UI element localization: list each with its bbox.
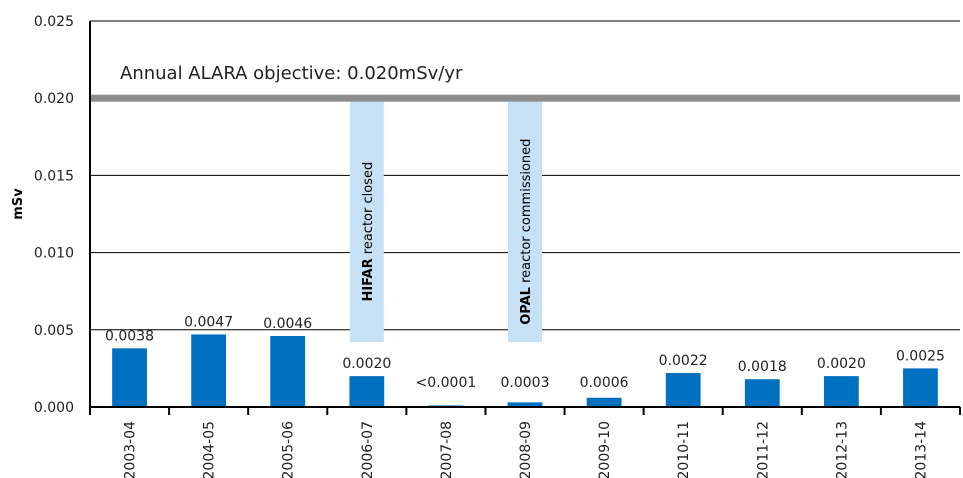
event-label-bold: HIFAR: [361, 258, 376, 301]
bar-2003-04: [112, 348, 147, 407]
x-tick-label: 2012-13: [834, 421, 850, 478]
y-tick-label: 0.020: [34, 91, 74, 107]
alara-objective-line: [90, 94, 960, 102]
bar-2008-09: [507, 402, 543, 407]
data-label: 0.0022: [659, 353, 708, 369]
data-label: 0.0025: [896, 348, 945, 364]
data-label: 0.0046: [263, 316, 312, 332]
bar-2009-10: [586, 397, 622, 407]
data-labels: 0.0038 0.0047 0.0046 0.0020 <0.0001 0.0003 0.0…: [105, 314, 945, 391]
event-label: HIFAR reactor closed: [361, 162, 376, 302]
x-tick-label: 2004-05: [202, 421, 218, 478]
bar-2006-07: [349, 376, 385, 407]
x-tick-label: 2006-07: [360, 421, 376, 478]
x-tick-label: 2005-06: [281, 421, 297, 478]
data-label: 0.0003: [501, 375, 550, 391]
event-band: [508, 101, 542, 343]
data-label: 0.0018: [738, 359, 787, 375]
bars: [112, 334, 938, 407]
data-label: 0.0020: [817, 356, 866, 372]
axes: [89, 21, 961, 415]
x-tick-label: 2008-09: [518, 421, 534, 478]
y-tick-label: 0.005: [34, 323, 74, 339]
y-tick-label: 0.000: [34, 400, 74, 416]
event-band: [349, 101, 384, 343]
event-markers: HIFAR reactor closed OPAL reactor commiss…: [349, 101, 542, 343]
y-tick-label: 0.025: [34, 14, 74, 30]
data-label: 0.0038: [105, 328, 154, 344]
bar-2010-11: [665, 373, 701, 407]
bar-2011-12: [744, 379, 780, 407]
x-tick-label: 2007-08: [439, 421, 455, 478]
bar-2013-14: [903, 368, 938, 407]
event-label: OPAL reactor commissioned: [519, 139, 534, 325]
x-tick-label: 2003-04: [123, 421, 139, 478]
bar-2004-05: [191, 334, 227, 407]
bar-2005-06: [270, 335, 306, 407]
y-tick-label: 0.015: [34, 168, 74, 184]
y-tick-label: 0.010: [34, 246, 74, 262]
event-label-bold: OPAL: [519, 287, 534, 325]
data-label: 0.0006: [580, 375, 629, 391]
x-tick-label: 2013-14: [913, 421, 929, 478]
data-label: 0.0047: [184, 314, 233, 330]
x-tick-label: 2010-11: [676, 421, 692, 478]
x-tick-label: 2011-12: [755, 421, 771, 478]
objective-line: [90, 94, 960, 102]
x-tick-label: 2009-10: [597, 421, 613, 478]
event-label-text: reactor commissioned: [519, 139, 534, 287]
data-label: 0.0020: [342, 356, 391, 372]
y-tick-labels: 0.000 0.005 0.010 0.015 0.020 0.025: [34, 14, 74, 416]
objective-label: Annual ALARA objective: 0.020mSv/yr: [120, 63, 463, 84]
data-label: <0.0001: [416, 375, 477, 391]
event-label-text: reactor closed: [361, 162, 376, 259]
y-axis-label: mSv: [11, 188, 26, 220]
x-tick-labels: 2003-04 2004-05 2005-06 2006-07 2007-08 2008-…: [123, 421, 930, 478]
bar-2012-13: [823, 376, 859, 407]
